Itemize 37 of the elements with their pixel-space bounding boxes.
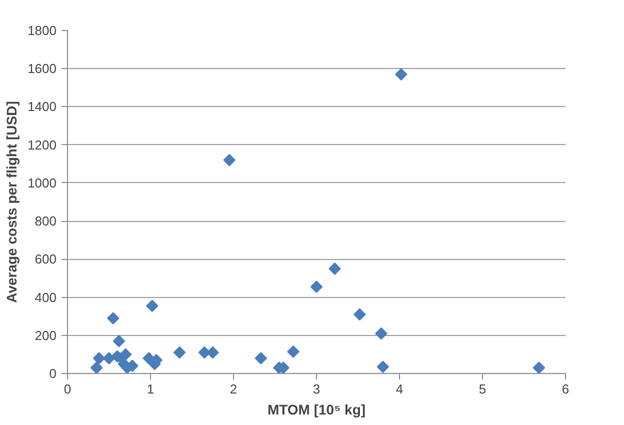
point: [532, 362, 546, 374]
y-tick-label: 600: [34, 252, 57, 267]
point: [287, 345, 300, 358]
y-axis-title: Average costs per flight [USD]: [4, 101, 20, 303]
y-tick-label: 1200: [28, 137, 56, 152]
y-tick-label: 800: [34, 214, 57, 229]
y-tick-label: 0: [49, 366, 57, 381]
y-tick-label: 1600: [28, 61, 56, 76]
point: [375, 327, 388, 340]
x-tick-label: 1: [146, 382, 154, 396]
point: [92, 352, 106, 364]
point: [102, 352, 116, 364]
x-tick-label: 3: [312, 382, 320, 396]
x-tick-label: 5: [478, 382, 486, 396]
y-tick-label: 400: [34, 290, 57, 305]
point: [146, 300, 158, 312]
y-tick-label: 1400: [28, 99, 56, 114]
point: [376, 360, 390, 373]
y-tick-label: 200: [34, 328, 57, 343]
point: [395, 68, 408, 80]
x-axis-title: MTOM [10⁵ kg]: [267, 402, 366, 418]
point: [328, 262, 341, 275]
point: [90, 362, 103, 374]
y-tick-label: 1000: [28, 175, 56, 190]
point: [354, 308, 366, 321]
y-tick-label: 1800: [28, 23, 56, 38]
x-tick-label: 2: [230, 382, 238, 396]
point: [106, 312, 120, 324]
point: [173, 346, 186, 359]
point: [223, 154, 236, 166]
x-tick-label: 4: [396, 382, 404, 396]
point: [112, 334, 126, 348]
point: [119, 348, 132, 361]
x-tick-label: 0: [64, 382, 72, 396]
point: [310, 280, 323, 293]
point: [254, 352, 268, 364]
x-tick-label: 6: [562, 382, 570, 396]
